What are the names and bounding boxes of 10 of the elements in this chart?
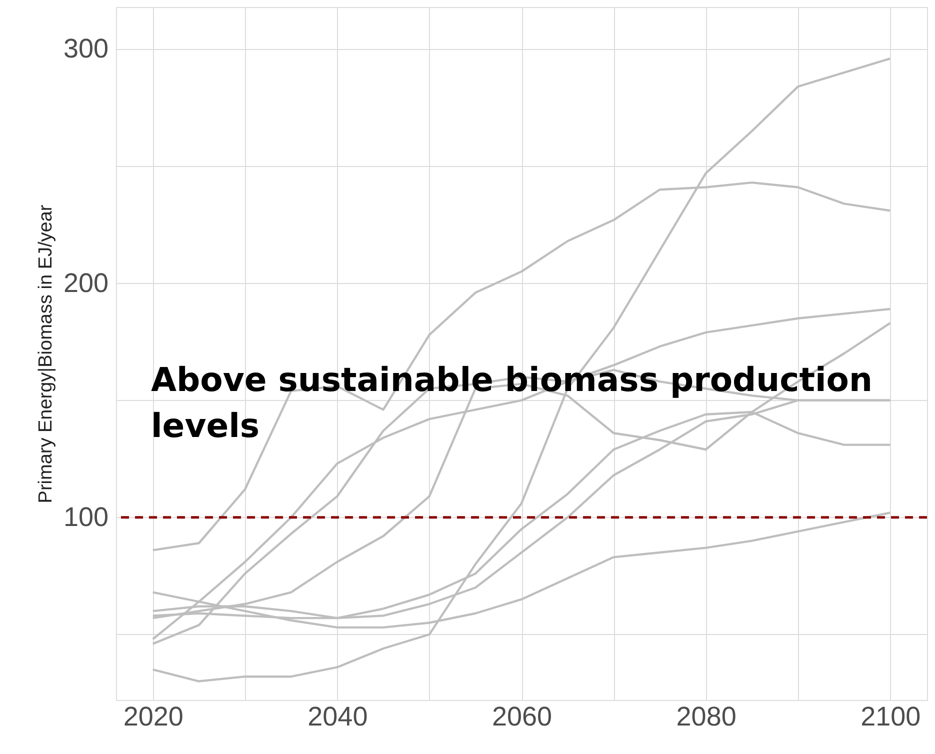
x-tick-label: 2060	[492, 702, 552, 732]
y-tick-label: 300	[63, 34, 108, 64]
x-tick-label: 2080	[676, 702, 736, 732]
y-axis-title: Primary Energy|Biomass in EJ/year	[35, 204, 56, 504]
x-tick-label: 2100	[860, 702, 921, 732]
annotation: Above sustainable biomass production levels	[151, 360, 872, 445]
y-tick-label: 100	[63, 502, 108, 532]
x-tick-label: 2040	[308, 702, 368, 732]
x-tick-label: 2020	[123, 702, 184, 732]
y-tick-label: 200	[63, 268, 108, 298]
